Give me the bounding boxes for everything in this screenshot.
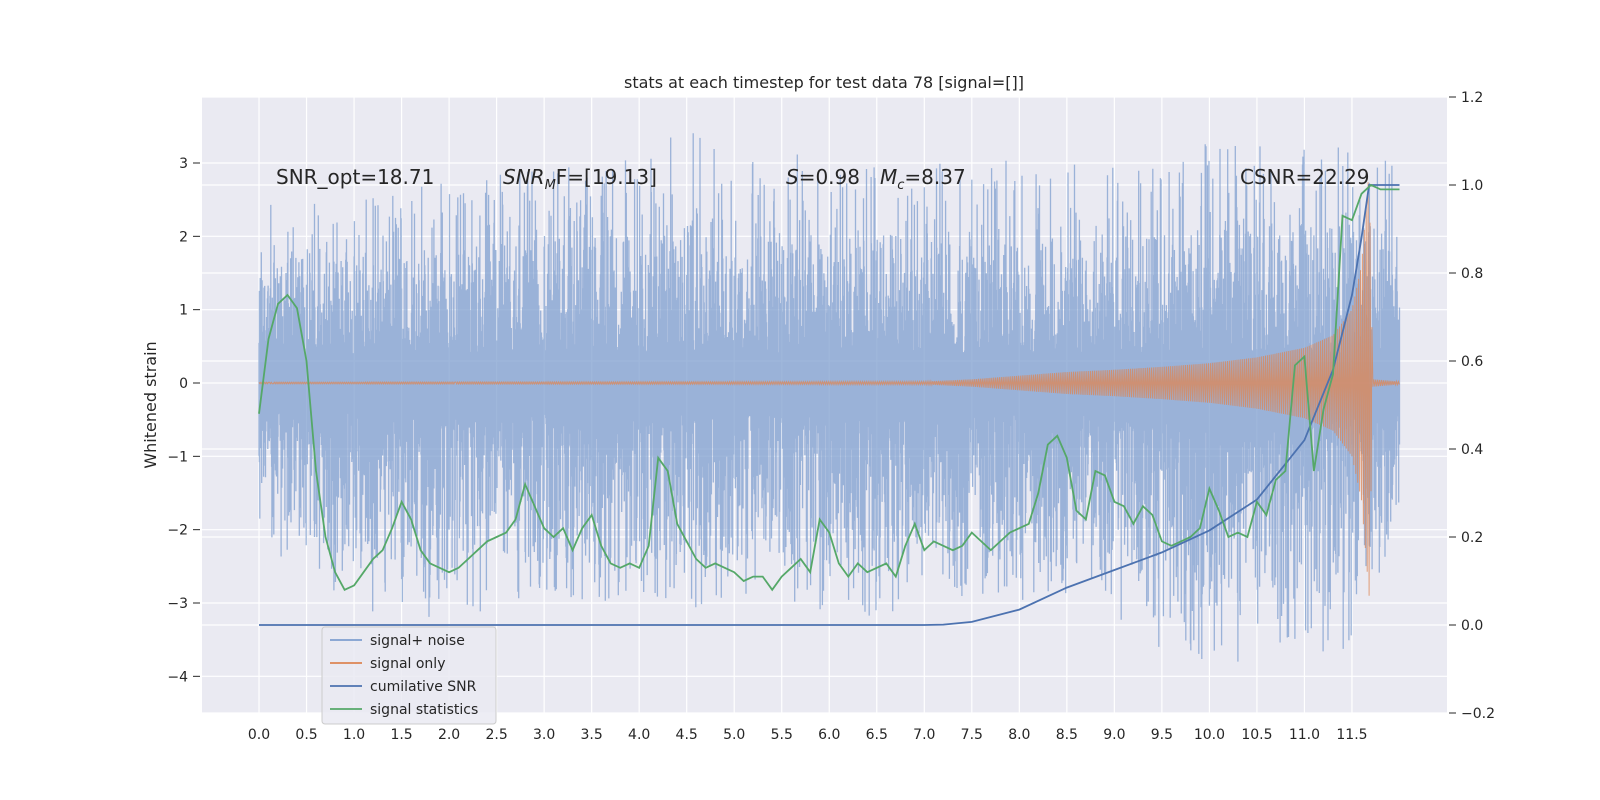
legend-label: signal+ noise bbox=[370, 633, 465, 649]
x-tick-label: 0.5 bbox=[295, 727, 317, 743]
x-axis-ticks: 0.0 0.5 1.0 1.5 2.0 2.5 3.0 3.5 4.0 4.5 5.0 5.5 6.0 6… bbox=[248, 727, 1368, 743]
x-tick-label: 1.0 bbox=[343, 727, 365, 743]
x-tick-label: 5.5 bbox=[771, 727, 793, 743]
y-axis-label: Whitened strain bbox=[141, 341, 160, 468]
y-axis-ticks: 3 2 1 0 −1 −2 −3 −4 bbox=[167, 156, 200, 685]
x-tick-label: 8.5 bbox=[1056, 727, 1078, 743]
series-cumulative-snr bbox=[259, 184, 1400, 626]
legend-box bbox=[321, 626, 497, 725]
y-tick-label: −4 bbox=[167, 669, 188, 685]
y2-tick-label: −0.2 bbox=[1461, 706, 1495, 722]
y2-tick-label: 0.6 bbox=[1461, 354, 1483, 370]
y-tick-label: 0 bbox=[179, 376, 188, 392]
x-tick-label: 7.5 bbox=[961, 727, 983, 743]
x-tick-label: 10.0 bbox=[1194, 727, 1225, 743]
annotation-mc: Mc=8.37 bbox=[880, 165, 966, 193]
x-tick-label: 0.0 bbox=[248, 727, 270, 743]
x-tick-label: 4.0 bbox=[628, 727, 650, 743]
x-tick-label: 9.5 bbox=[1151, 727, 1173, 743]
series-signal-statistics bbox=[258, 183, 1400, 592]
x-tick-label: 6.5 bbox=[866, 727, 888, 743]
y2-tick-label: 1.0 bbox=[1461, 178, 1483, 194]
legend: signal+ noise signal only cumilative SNR si… bbox=[321, 626, 497, 725]
x-tick-label: 2.5 bbox=[485, 727, 507, 743]
x-tick-label: 3.5 bbox=[581, 727, 603, 743]
annotation-csnr: CSNR=22.29 bbox=[1240, 165, 1370, 189]
y-tick-label: −1 bbox=[167, 449, 188, 465]
y-tick-label: −3 bbox=[167, 596, 188, 612]
x-tick-label: 4.5 bbox=[676, 727, 698, 743]
x-tick-label: 3.0 bbox=[533, 727, 555, 743]
annotation-snr-opt: SNR_opt=18.71 bbox=[276, 165, 434, 189]
x-tick-label: 5.0 bbox=[723, 727, 745, 743]
x-tick-label: 2.0 bbox=[438, 727, 460, 743]
legend-label: cumilative SNR bbox=[370, 679, 477, 695]
annotation-s: S=0.98 bbox=[786, 165, 860, 189]
y2-axis-ticks: 1.2 1.0 0.8 0.6 0.4 0.2 0.0 −0.2 bbox=[1449, 90, 1495, 722]
series-signal-only bbox=[258, 182, 1400, 596]
y-tick-label: −2 bbox=[167, 523, 188, 539]
x-tick-label: 9.0 bbox=[1103, 727, 1125, 743]
y2-tick-label: 0.8 bbox=[1461, 266, 1483, 282]
y-tick-label: 3 bbox=[179, 156, 188, 172]
x-tick-label: 11.0 bbox=[1289, 727, 1320, 743]
x-tick-label: 10.5 bbox=[1241, 727, 1272, 743]
chart-title: stats at each timestep for test data 78 … bbox=[624, 73, 1024, 92]
y-tick-label: 2 bbox=[179, 229, 188, 245]
legend-label: signal only bbox=[370, 656, 445, 672]
x-tick-label: 6.0 bbox=[818, 727, 840, 743]
y2-tick-label: 1.2 bbox=[1461, 90, 1483, 106]
y2-tick-label: 0.2 bbox=[1461, 530, 1483, 546]
x-tick-label: 1.5 bbox=[390, 727, 412, 743]
y2-tick-label: 0.4 bbox=[1461, 442, 1483, 458]
annotation-snr-mf: SNRMF=[19.13] bbox=[503, 165, 657, 193]
x-tick-label: 8.0 bbox=[1008, 727, 1030, 743]
x-tick-label: 7.0 bbox=[913, 727, 935, 743]
y2-tick-label: 0.0 bbox=[1461, 618, 1483, 634]
legend-label: signal statistics bbox=[370, 702, 478, 718]
x-tick-label: 11.5 bbox=[1336, 727, 1367, 743]
y-tick-label: 1 bbox=[179, 303, 188, 319]
